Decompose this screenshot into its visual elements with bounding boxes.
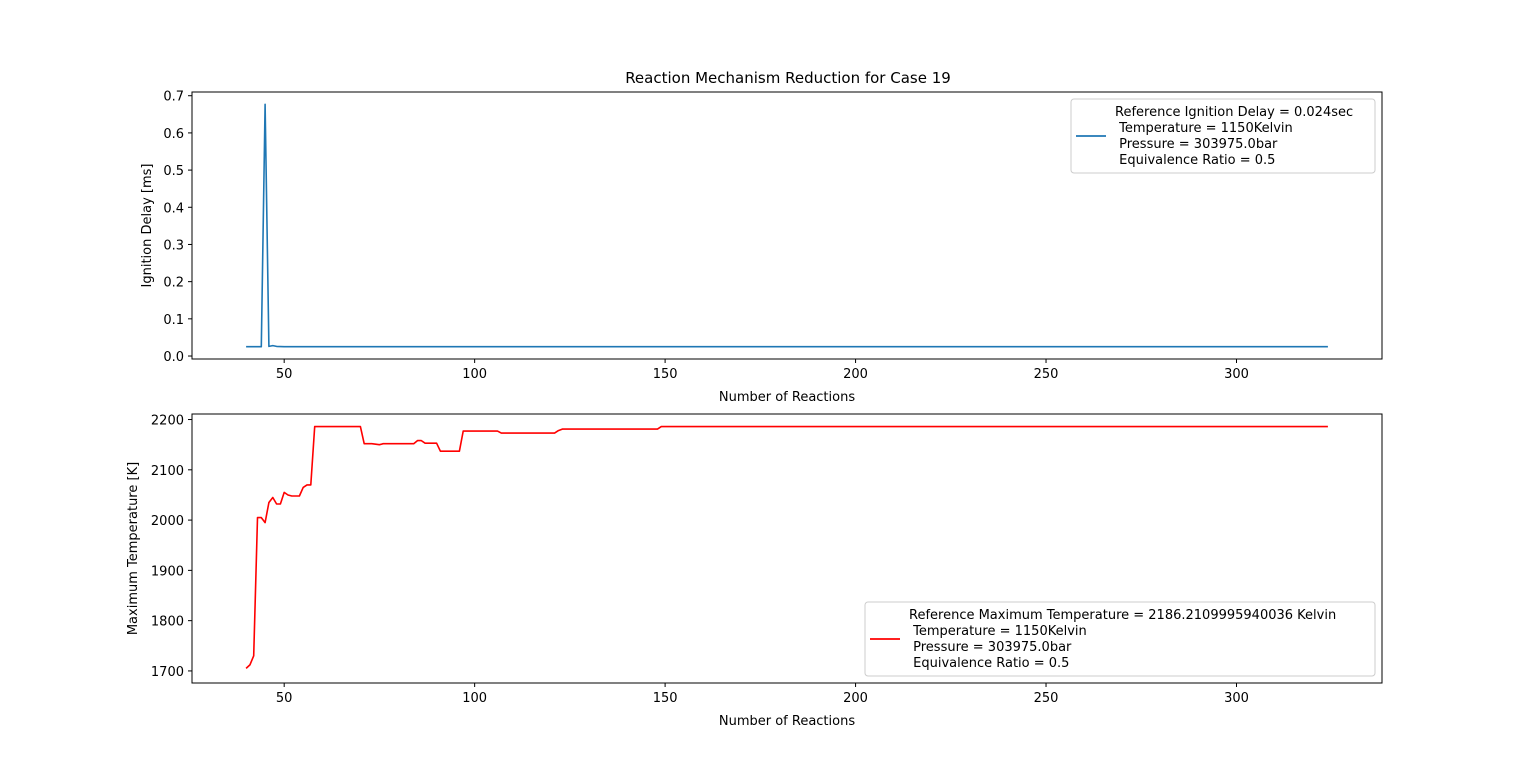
y-tick-label: 0.4 <box>163 201 184 216</box>
x-axis-label: Number of Reactions <box>719 714 855 729</box>
y-tick-label: 2000 <box>151 514 184 529</box>
x-tick-label: 250 <box>1034 691 1059 706</box>
y-tick-label: 0.2 <box>163 276 184 291</box>
axes-frame <box>191 91 1383 360</box>
legend-entry-line: Temperature = 1150Kelvin <box>909 624 1087 639</box>
legend: Reference Ignition Delay = 0.024sec Temp… <box>1070 98 1376 174</box>
x-tick-label: 200 <box>843 691 868 706</box>
x-tick-label: 300 <box>1224 367 1249 382</box>
x-tick-label: 50 <box>276 367 293 382</box>
axes-frame <box>191 413 1383 684</box>
ignition-delay-chart: 50 100 150 200 250 300 0.0 0.1 0.2 0.3 0.4 0.5 0.6 0.… <box>140 90 1383 405</box>
x-tick-label: 200 <box>843 367 868 382</box>
y-axis-label: Ignition Delay [ms] <box>140 164 155 288</box>
y-tick-label: 1700 <box>151 665 184 680</box>
legend-entry-line: Reference Ignition Delay = 0.024sec <box>1115 105 1353 120</box>
y-tick-label: 0.7 <box>163 90 184 105</box>
x-tick-label: 100 <box>462 367 487 382</box>
max-temperature-chart: 50 100 150 200 250 300 1700 1800 1900 2000 2100 220… <box>126 413 1383 729</box>
legend-entry-line: Equivalence Ratio = 0.5 <box>1115 153 1275 168</box>
y-tick-label: 1800 <box>151 615 184 630</box>
x-tick-label: 150 <box>653 367 678 382</box>
legend-entry-line: Reference Maximum Temperature = 2186.210… <box>909 608 1336 623</box>
x-axis-label: Number of Reactions <box>719 390 855 405</box>
legend-box <box>864 601 1376 677</box>
legend: Reference Maximum Temperature = 2186.210… <box>864 601 1376 677</box>
y-tick-label: 0.1 <box>163 313 184 328</box>
x-tick-label: 100 <box>462 691 487 706</box>
legend-entry-line: Pressure = 303975.0bar <box>909 640 1072 655</box>
legend-entry-line: Temperature = 1150Kelvin <box>1115 121 1293 136</box>
x-tick-label: 300 <box>1224 691 1249 706</box>
y-tick-label: 2100 <box>151 464 184 479</box>
y-tick-label: 0.3 <box>163 238 184 253</box>
legend-entry-line: Pressure = 303975.0bar <box>1115 137 1278 152</box>
y-tick-label: 2200 <box>151 414 184 429</box>
series-line <box>246 103 1328 348</box>
y-tick-label: 0.5 <box>163 164 184 179</box>
x-tick-label: 50 <box>276 691 293 706</box>
figure-title: Reaction Mechanism Reduction for Case 19 <box>625 69 951 87</box>
y-tick-label: 0.0 <box>163 350 184 365</box>
y-tick-label: 0.6 <box>163 127 184 142</box>
y-axis-label: Maximum Temperature [K] <box>126 462 141 635</box>
y-tick-label: 1900 <box>151 564 184 579</box>
legend-box <box>1070 98 1376 174</box>
x-tick-label: 250 <box>1034 367 1059 382</box>
x-tick-label: 150 <box>653 691 678 706</box>
legend-entry-line: Equivalence Ratio = 0.5 <box>909 656 1069 671</box>
series-line <box>245 425 1328 669</box>
